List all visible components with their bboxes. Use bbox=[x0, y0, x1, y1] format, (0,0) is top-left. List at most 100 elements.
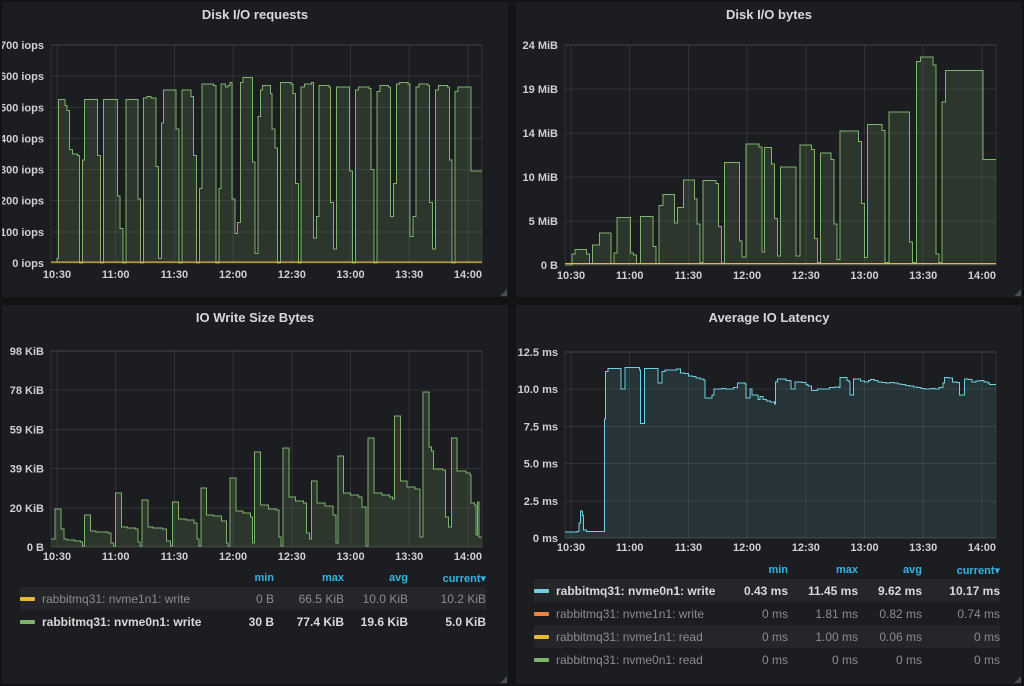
legend-sort-current[interactable]: current▾ bbox=[442, 572, 486, 585]
x-axis-tick-label: 11:30 bbox=[161, 269, 189, 281]
plot-border bbox=[50, 350, 483, 548]
legend-value-current: 5.0 KiB bbox=[445, 614, 486, 629]
x-axis-tick-label: 14:00 bbox=[968, 270, 996, 282]
x-axis-tick-label: 13:00 bbox=[850, 542, 878, 554]
legend-sort-min[interactable]: min bbox=[768, 564, 788, 576]
y-axis-tick-label: 600 iops bbox=[2, 71, 44, 83]
legend-series-label[interactable]: rabbitmq31: nvme0n1: read bbox=[556, 652, 703, 667]
legend-sort-current[interactable]: current▾ bbox=[956, 564, 1000, 577]
y-axis-tick-label: 200 iops bbox=[2, 196, 44, 208]
series-color-swatch-icon[interactable] bbox=[534, 634, 549, 639]
y-axis-tick-label: 500 iops bbox=[2, 102, 44, 114]
legend-sort-avg[interactable]: avg bbox=[903, 564, 922, 576]
legend-value-avg: 9.62 ms bbox=[877, 583, 922, 598]
y-axis-tick-label: 7.5 ms bbox=[524, 421, 558, 433]
legend-value-avg: 19.6 KiB bbox=[360, 614, 408, 629]
y-axis-tick-label: 78 KiB bbox=[10, 385, 44, 397]
series-color-swatch-icon[interactable] bbox=[20, 619, 35, 624]
panel-title[interactable]: IO Write Size Bytes bbox=[195, 310, 315, 325]
legend-value-min: 0.43 ms bbox=[743, 583, 788, 598]
panel-title[interactable]: Average IO Latency bbox=[708, 310, 830, 325]
x-axis-tick-label: 14:00 bbox=[454, 269, 482, 281]
legend-series-label[interactable]: rabbitmq31: nvme1n1: write bbox=[556, 606, 705, 621]
x-axis-tick-label: 12:00 bbox=[733, 542, 761, 554]
panel-title[interactable]: Disk I/O requests bbox=[201, 7, 309, 22]
series-area-rabbitmq31-nvme0n1-write bbox=[51, 392, 482, 547]
series-line-rabbitmq31-nvme0n1-write bbox=[565, 56, 996, 266]
legend-value-min: 0 ms bbox=[761, 606, 788, 621]
y-axis-tick-label: 0 B bbox=[541, 260, 558, 272]
legend-series-label[interactable]: rabbitmq31: nvme0n1: write bbox=[556, 583, 716, 598]
y-axis-tick-label: 5.0 ms bbox=[524, 459, 558, 471]
legend-io-write-size-bytes: min max avg current▾ rabbitmq31: nvme1n1: wr… bbox=[2, 569, 508, 633]
x-axis-tick-label: 13:30 bbox=[395, 269, 423, 281]
legend-sort-min[interactable]: min bbox=[254, 572, 274, 584]
x-axis-tick-label: 12:00 bbox=[219, 551, 247, 563]
legend-header: min max avg current▾ bbox=[20, 569, 486, 587]
legend-sort-max[interactable]: max bbox=[321, 572, 344, 584]
x-axis-tick-label: 11:00 bbox=[616, 542, 644, 554]
y-axis-tick-label: 0 ms bbox=[533, 533, 558, 545]
chart-svg: 0 B 20 KiB 39 KiB 59 KiB 78 KiB 98 KiB 10:30 11… bbox=[10, 346, 483, 563]
x-axis-tick-label: 12:30 bbox=[792, 542, 820, 554]
series-line-rabbitmq31-nvme0n1-write bbox=[51, 391, 482, 547]
legend-row[interactable]: rabbitmq31: nvme1n1: read 0 ms 1.00 ms 0.06… bbox=[534, 625, 1000, 648]
x-axis-tick-label: 10:30 bbox=[557, 270, 585, 282]
legend-row[interactable]: rabbitmq31: nvme1n1: write 0 ms 1.81 ms 0.8… bbox=[534, 602, 1000, 625]
y-axis-tick-label: 12.5 ms bbox=[518, 347, 558, 359]
y-axis-tick-label: 0 iops bbox=[12, 258, 44, 270]
series-color-swatch-icon[interactable] bbox=[534, 657, 549, 662]
legend-row[interactable]: rabbitmq31: nvme1n1: write 0 B 66.5 KiB 10.… bbox=[20, 587, 486, 610]
legend-value-avg: 0 ms bbox=[895, 652, 922, 667]
panel-resize-handle[interactable]: ◢ bbox=[500, 287, 507, 297]
x-axis-tick-label: 14:00 bbox=[454, 551, 482, 563]
legend-value-min: 0 ms bbox=[761, 652, 788, 667]
panel-disk-io-bytes: Disk I/O bytes 0 B 5 MiB 10 MiB 14 MiB 19 Mi… bbox=[516, 2, 1022, 297]
legend-value-current: 0.74 ms bbox=[957, 606, 1000, 621]
legend-row[interactable]: rabbitmq31: nvme0n1: read 0 ms 0 ms 0 ms 0 m… bbox=[534, 648, 1000, 671]
series-color-swatch-icon[interactable] bbox=[534, 611, 549, 616]
panel-resize-handle[interactable]: ◢ bbox=[500, 674, 507, 684]
legend-series-label[interactable]: rabbitmq31: nvme1n1: read bbox=[556, 629, 703, 644]
chart-average-io-latency[interactable]: 0 ms 2.5 ms 5.0 ms 7.5 ms 10.0 ms 12.5 ms 10:3… bbox=[516, 329, 1022, 561]
panel-title[interactable]: Disk I/O bytes bbox=[726, 7, 812, 22]
legend-value-avg: 0.06 ms bbox=[879, 629, 922, 644]
x-axis-tick-label: 11:00 bbox=[102, 269, 130, 281]
panel-resize-handle[interactable]: ◢ bbox=[1014, 287, 1021, 297]
chart-svg: 0 ms 2.5 ms 5.0 ms 7.5 ms 10.0 ms 12.5 ms 10:3… bbox=[518, 347, 997, 554]
series-line-rabbitmq31-nvme0n1-write bbox=[51, 77, 482, 264]
series-color-swatch-icon[interactable] bbox=[20, 596, 35, 601]
x-axis-tick-label: 11:30 bbox=[675, 542, 703, 554]
legend-series-label[interactable]: rabbitmq31: nvme1n1: write bbox=[42, 591, 191, 606]
series-line-rabbitmq31-nvme0n1-write bbox=[565, 367, 996, 533]
panel-io-write-size-bytes: IO Write Size Bytes 0 B 20 KiB 39 KiB 59 Ki… bbox=[2, 305, 508, 684]
legend-value-min: 0 ms bbox=[761, 629, 788, 644]
chart-svg: 0 B 5 MiB 10 MiB 14 MiB 19 MiB 24 MiB 10:30 11:… bbox=[523, 40, 997, 282]
legend-series-label[interactable]: rabbitmq31: nvme0n1: write bbox=[42, 614, 202, 629]
x-axis-tick-label: 12:00 bbox=[733, 270, 761, 282]
x-axis-tick-label: 13:30 bbox=[909, 270, 937, 282]
panel-average-io-latency: Average IO Latency 0 ms 2.5 ms 5.0 ms 7.5 m… bbox=[516, 305, 1022, 684]
x-axis-tick-label: 11:30 bbox=[161, 551, 189, 563]
legend-average-io-latency: min max avg current▾ rabbitmq31: nvme0n1: wr… bbox=[516, 561, 1022, 671]
legend-header: min max avg current▾ bbox=[534, 561, 1000, 579]
panel-disk-io-requests: Disk I/O requests 0 iops 100 iops 200 iops… bbox=[2, 2, 508, 297]
legend-sort-avg[interactable]: avg bbox=[389, 572, 408, 584]
legend-value-max: 66.5 KiB bbox=[298, 591, 344, 606]
x-axis-tick-label: 13:00 bbox=[336, 269, 364, 281]
y-axis-tick-label: 2.5 ms bbox=[524, 496, 558, 508]
legend-value-avg: 10.0 KiB bbox=[362, 591, 408, 606]
y-axis-tick-label: 39 KiB bbox=[10, 464, 44, 476]
series-color-swatch-icon[interactable] bbox=[534, 588, 549, 593]
plot-border bbox=[564, 351, 997, 539]
chart-disk-io-bytes[interactable]: 0 B 5 MiB 10 MiB 14 MiB 19 MiB 24 MiB 10:30 11:… bbox=[516, 26, 1022, 296]
legend-row[interactable]: rabbitmq31: nvme0n1: write 0.43 ms 11.45 m… bbox=[534, 579, 1000, 602]
y-axis-tick-label: 0 B bbox=[27, 542, 44, 554]
chart-io-write-size-bytes[interactable]: 0 B 20 KiB 39 KiB 59 KiB 78 KiB 98 KiB 10:30 11… bbox=[2, 329, 508, 569]
chart-disk-io-requests[interactable]: 0 iops 100 iops 200 iops 300 iops 400 iops 50… bbox=[2, 26, 508, 296]
legend-row[interactable]: rabbitmq31: nvme0n1: write 30 B 77.4 KiB 19… bbox=[20, 610, 486, 633]
x-axis-tick-label: 10:30 bbox=[43, 551, 71, 563]
panel-resize-handle[interactable]: ◢ bbox=[1014, 674, 1021, 684]
legend-sort-max[interactable]: max bbox=[835, 564, 858, 576]
